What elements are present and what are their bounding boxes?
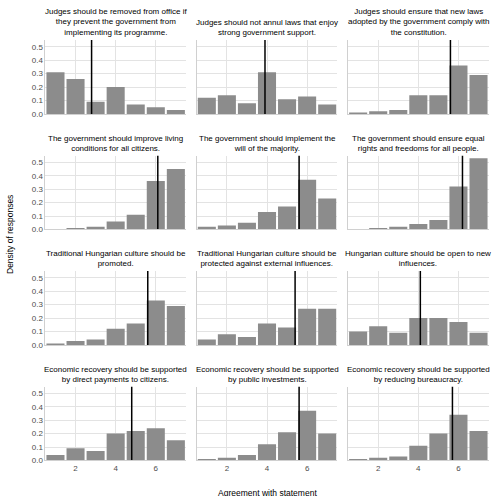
svg-text:0.2: 0.2 xyxy=(32,198,44,207)
svg-text:Traditional Hungarian culture: Traditional Hungarian culture should bep… xyxy=(197,249,337,268)
svg-text:0.2: 0.2 xyxy=(32,429,44,438)
svg-text:Traditional Hungarian culture: Traditional Hungarian culture should bep… xyxy=(46,249,186,268)
svg-text:Economic recovery should be su: Economic recovery should be supportedby … xyxy=(196,365,339,384)
svg-text:2: 2 xyxy=(225,464,230,473)
svg-text:0.0: 0.0 xyxy=(32,225,44,234)
svg-text:0.2: 0.2 xyxy=(32,314,44,323)
svg-text:0.0: 0.0 xyxy=(32,110,44,119)
svg-text:0.5: 0.5 xyxy=(32,43,44,52)
svg-text:6: 6 xyxy=(154,464,159,473)
svg-text:0.5: 0.5 xyxy=(32,389,44,398)
svg-text:4: 4 xyxy=(416,464,421,473)
svg-text:6: 6 xyxy=(456,464,461,473)
svg-text:0.1: 0.1 xyxy=(32,96,44,105)
svg-text:0.3: 0.3 xyxy=(32,416,44,425)
svg-text:0.1: 0.1 xyxy=(32,212,44,221)
svg-text:0.0: 0.0 xyxy=(32,341,44,350)
svg-text:0.3: 0.3 xyxy=(32,69,44,78)
svg-text:0.3: 0.3 xyxy=(32,185,44,194)
svg-text:0.3: 0.3 xyxy=(32,300,44,309)
svg-text:0.5: 0.5 xyxy=(32,158,44,167)
svg-text:Density of responses: Density of responses xyxy=(5,195,15,274)
svg-text:0.0: 0.0 xyxy=(32,456,44,465)
svg-text:0.4: 0.4 xyxy=(32,171,44,180)
svg-text:0.5: 0.5 xyxy=(32,274,44,283)
svg-text:6: 6 xyxy=(305,464,310,473)
svg-text:Judges should ensure that new: Judges should ensure that new lawsadopte… xyxy=(348,7,489,37)
svg-text:4: 4 xyxy=(113,464,118,473)
svg-text:0.4: 0.4 xyxy=(32,402,44,411)
svg-text:Economic recovery should be su: Economic recovery should be supportedby … xyxy=(44,365,187,384)
svg-text:2: 2 xyxy=(376,464,381,473)
svg-text:Judges should not annul laws t: Judges should not annul laws that enjoys… xyxy=(196,18,338,37)
svg-text:The government should improve: The government should improve livingcond… xyxy=(48,134,183,153)
svg-text:0.4: 0.4 xyxy=(32,287,44,296)
svg-text:Agreement with statement: Agreement with statement xyxy=(218,488,317,496)
svg-text:Economic recovery should be su: Economic recovery should be supportedby … xyxy=(347,365,490,384)
svg-text:0.4: 0.4 xyxy=(32,56,44,65)
svg-text:The government should ensure e: The government should ensure equalrights… xyxy=(352,134,485,153)
svg-text:4: 4 xyxy=(265,464,270,473)
svg-text:The government should implemen: The government should implement thewill … xyxy=(199,134,336,153)
svg-text:Hungarian culture should be op: Hungarian culture should be open to newi… xyxy=(345,249,491,268)
svg-text:Judges should be removed from: Judges should be removed from office ift… xyxy=(45,7,187,37)
svg-text:2: 2 xyxy=(73,464,78,473)
svg-text:0.1: 0.1 xyxy=(32,443,44,452)
svg-text:0.1: 0.1 xyxy=(32,327,44,336)
svg-text:0.2: 0.2 xyxy=(32,83,44,92)
